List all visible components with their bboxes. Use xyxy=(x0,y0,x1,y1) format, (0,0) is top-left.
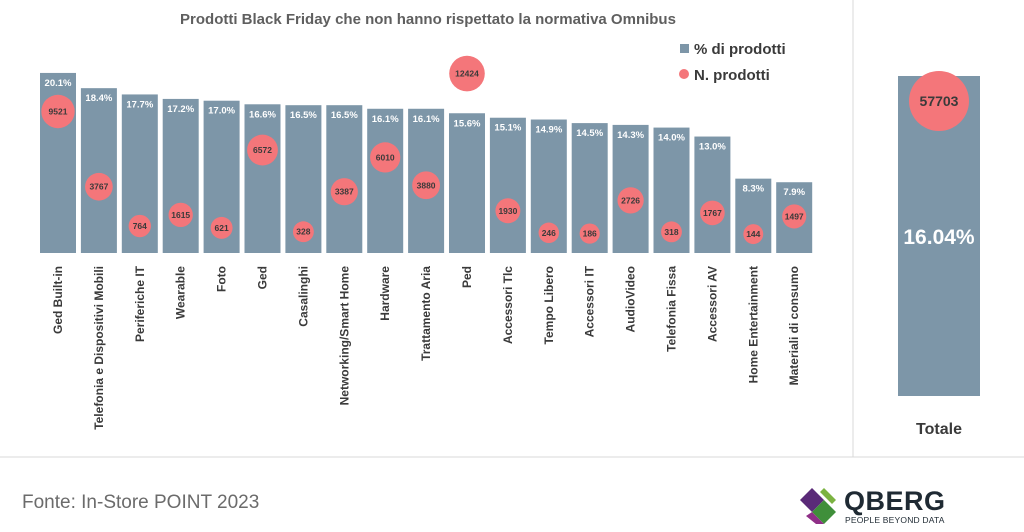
bubble-point xyxy=(370,142,401,173)
category-label: Periferiche IT xyxy=(133,265,147,342)
bubble-point xyxy=(412,171,441,200)
bubble-value-label: 9521 xyxy=(49,106,68,116)
bubble-point xyxy=(700,200,725,226)
bar-value-label: 20.1% xyxy=(45,78,72,89)
bubble-value-label: 6010 xyxy=(376,152,395,162)
bar xyxy=(244,104,281,254)
bubble-value-label: 1497 xyxy=(785,211,804,221)
bar-value-label: 7.9% xyxy=(783,187,805,198)
bubble-value-label: 1615 xyxy=(171,210,190,220)
bar-value-label: 15.1% xyxy=(494,123,521,134)
bubble-value-label: 621 xyxy=(215,223,229,233)
bar-value-label: 14.9% xyxy=(535,125,562,136)
legend-label-bubble: N. prodotti xyxy=(694,67,770,84)
category-label: Ped xyxy=(460,266,474,288)
total-bubble-value-label: 57703 xyxy=(920,93,959,109)
bubble-value-label: 3387 xyxy=(335,187,354,197)
category-label: Telefonia Fissa xyxy=(665,266,679,352)
bubble-point xyxy=(128,214,151,238)
bubble-point xyxy=(579,223,600,244)
bubble-point xyxy=(330,178,358,206)
total-bubble xyxy=(909,71,969,131)
category-label: Wearable xyxy=(174,266,188,319)
category-label: Networking/Smart Home xyxy=(337,266,351,406)
bar xyxy=(367,108,404,253)
legend-label-bar: % di prodotti xyxy=(694,41,786,58)
bar xyxy=(489,117,526,254)
bubble-value-label: 1767 xyxy=(703,208,722,218)
bubble-point xyxy=(538,222,560,244)
bubble-value-label: 318 xyxy=(664,227,678,237)
bar-value-label: 16.1% xyxy=(413,114,440,125)
total-category-label: Totale xyxy=(916,421,962,438)
bar-value-label: 18.4% xyxy=(85,93,112,104)
bubble-point xyxy=(247,134,278,166)
category-label: Accessori AV xyxy=(705,266,719,342)
category-label: Home Entertainment xyxy=(746,266,760,383)
bubble-point xyxy=(41,94,75,129)
category-label: Telefonia e Dispositivi Mobili xyxy=(92,266,106,430)
category-label: Accessori IT xyxy=(583,265,597,337)
bubble-point xyxy=(495,198,521,224)
bubble-point xyxy=(661,221,682,243)
bar-value-label: 14.0% xyxy=(658,133,685,144)
bubble-point xyxy=(210,216,233,239)
category-label: Ged xyxy=(256,266,270,289)
bar xyxy=(694,136,731,253)
bubble-point xyxy=(85,172,113,201)
category-label: Casalinghi xyxy=(296,266,310,327)
bar-value-label: 14.5% xyxy=(576,128,603,139)
bubble-value-label: 764 xyxy=(133,221,147,231)
bar-value-label: 14.3% xyxy=(617,130,644,141)
bubble-value-label: 12424 xyxy=(455,69,479,79)
category-label: Trattamento Aria xyxy=(419,266,433,361)
chart-area: Prodotti Black Friday che non hanno risp… xyxy=(0,0,1024,458)
bubble-value-label: 246 xyxy=(542,228,556,238)
bubble-value-label: 328 xyxy=(296,227,310,237)
legend-swatch-bar xyxy=(680,44,689,53)
bar xyxy=(449,113,485,253)
bar-value-label: 17.0% xyxy=(208,106,235,117)
bubble-value-label: 3767 xyxy=(89,182,108,192)
category-label: Ged Built-in xyxy=(51,266,65,334)
bubble-value-label: 186 xyxy=(583,229,597,239)
bar-value-label: 17.2% xyxy=(167,104,194,115)
legend-swatch-bubble xyxy=(679,69,689,79)
bar-value-label: 16.5% xyxy=(331,110,358,121)
total-bar-value-label: 16.04% xyxy=(903,226,975,249)
category-label: Accessori Tlc xyxy=(501,266,515,344)
bubble-point xyxy=(449,55,485,92)
category-label: Materiali di consumo xyxy=(787,266,801,385)
bar-value-label: 16.5% xyxy=(290,110,317,121)
bar-value-label: 17.7% xyxy=(126,99,153,110)
bubble-point xyxy=(617,187,644,214)
chart-title: Prodotti Black Friday che non hanno risp… xyxy=(180,11,676,28)
bubble-value-label: 6572 xyxy=(253,145,272,155)
bubble-value-label: 2726 xyxy=(621,195,640,205)
category-label: Tempo Libero xyxy=(542,266,556,344)
bar-value-label: 16.6% xyxy=(249,109,276,120)
bar xyxy=(80,88,117,254)
category-label: Hardware xyxy=(378,266,392,321)
source-note: Fonte: In-Store POINT 2023 xyxy=(22,492,260,513)
logo-name: QBERG xyxy=(844,486,946,516)
category-label: Foto xyxy=(215,266,229,292)
bar-value-label: 15.6% xyxy=(454,118,481,129)
bar xyxy=(162,98,199,254)
bubble-value-label: 1930 xyxy=(498,206,517,216)
logo-tagline: PEOPLE BEYOND DATA xyxy=(845,515,945,525)
bar-value-label: 13.0% xyxy=(699,142,726,153)
qberg-logo-icon xyxy=(800,488,836,524)
bubble-value-label: 144 xyxy=(746,229,760,239)
qberg-logo: QBERG PEOPLE BEYOND DATA xyxy=(798,486,968,528)
category-label: AudioVideo xyxy=(624,266,638,332)
bubble-point xyxy=(782,204,807,229)
bar-value-label: 8.3% xyxy=(742,184,764,195)
bubble-point xyxy=(168,202,193,228)
bar-value-label: 16.1% xyxy=(372,114,399,125)
bubble-point xyxy=(743,224,764,245)
chart-svg: Prodotti Black Friday che non hanno risp… xyxy=(0,0,1024,458)
bubble-value-label: 3880 xyxy=(417,180,436,190)
bubble-point xyxy=(292,221,314,243)
